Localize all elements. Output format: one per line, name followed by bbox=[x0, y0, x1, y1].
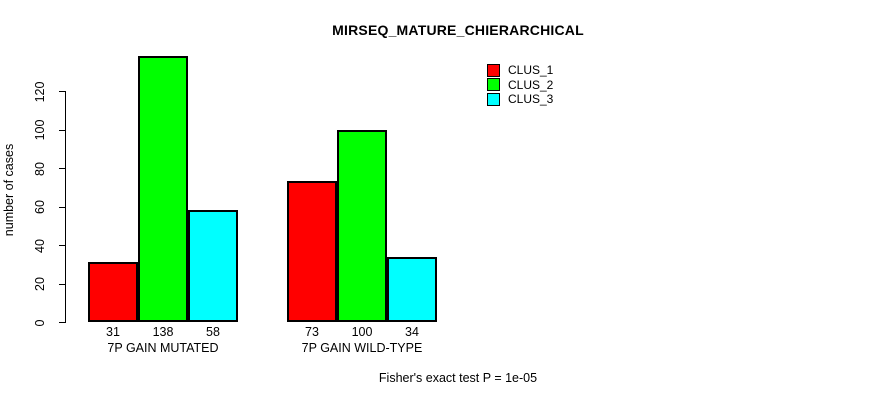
category-label: 7P GAIN WILD-TYPE bbox=[301, 341, 423, 355]
y-tick-label: 0 bbox=[33, 319, 47, 326]
y-tick-label: 60 bbox=[33, 200, 47, 214]
legend-label: CLUS_1 bbox=[508, 63, 554, 77]
y-tick bbox=[59, 322, 65, 323]
category-label: 7P GAIN MUTATED bbox=[107, 341, 219, 355]
bar-clus_3-group1 bbox=[188, 210, 238, 322]
y-tick bbox=[59, 245, 65, 246]
bar-value-label: 73 bbox=[305, 325, 319, 339]
bar-clus_3-group2 bbox=[387, 256, 437, 322]
bar-value-label: 34 bbox=[405, 325, 419, 339]
y-axis-line bbox=[65, 91, 66, 323]
y-tick bbox=[59, 129, 65, 131]
y-tick-label: 100 bbox=[33, 119, 47, 141]
legend-swatch-icon bbox=[487, 63, 500, 77]
footer-annotation: Fisher's exact test P = 1e-05 bbox=[378, 371, 538, 385]
bar-value-label: 58 bbox=[206, 325, 220, 339]
y-tick bbox=[59, 283, 65, 285]
y-tick bbox=[59, 168, 65, 169]
y-tick bbox=[59, 91, 65, 92]
bar-clus_2-group2 bbox=[337, 129, 387, 322]
bar-clus_2-group1 bbox=[138, 56, 188, 322]
y-tick bbox=[59, 206, 65, 208]
bar-value-label: 138 bbox=[152, 325, 174, 339]
y-tick-label: 120 bbox=[33, 81, 47, 102]
bar-value-label: 100 bbox=[351, 325, 373, 339]
chart-title: MIRSEQ_MATURE_CHIERARCHICAL bbox=[332, 22, 584, 38]
legend-swatch-icon bbox=[487, 78, 500, 91]
legend-label: CLUS_2 bbox=[508, 77, 554, 92]
legend-row-clus_2: CLUS_2 bbox=[487, 78, 553, 92]
legend-label: CLUS_3 bbox=[508, 92, 554, 106]
y-tick-label: 80 bbox=[33, 161, 47, 176]
legend: CLUS_1 CLUS_2 CLUS_3 bbox=[487, 63, 553, 107]
legend-row-clus_3: CLUS_3 bbox=[487, 92, 553, 106]
y-tick-label: 20 bbox=[33, 277, 47, 291]
legend-swatch-icon bbox=[487, 92, 500, 106]
legend-row-clus_1: CLUS_1 bbox=[487, 63, 553, 77]
bar-value-label: 31 bbox=[106, 325, 120, 339]
y-tick-label: 40 bbox=[33, 238, 47, 253]
bar-clus_1-group1 bbox=[88, 262, 138, 322]
bar-clus_1-group2 bbox=[287, 181, 337, 322]
